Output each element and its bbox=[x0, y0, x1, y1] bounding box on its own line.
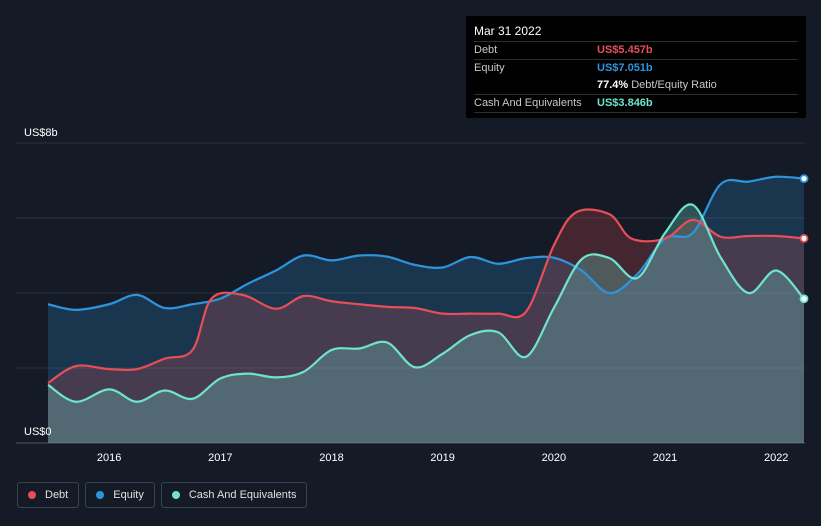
legend-item-equity[interactable]: Equity bbox=[85, 482, 155, 508]
debt-dot-icon bbox=[28, 491, 36, 499]
tooltip-cash-value: US$3.846b bbox=[597, 97, 653, 109]
tooltip-ratio-label: Debt/Equity Ratio bbox=[631, 79, 717, 91]
x-tick-labels: 2016 2017 2018 2019 2020 2021 2022 bbox=[97, 452, 789, 464]
tooltip-ratio-value: 77.4% bbox=[597, 79, 629, 91]
tooltip-row-cash: Cash And Equivalents US$3.846b bbox=[474, 94, 798, 113]
cash-area bbox=[48, 204, 804, 443]
gridlines bbox=[16, 142, 805, 444]
debt-endpoint bbox=[799, 233, 809, 243]
x-tick-label: 2017 bbox=[208, 452, 232, 464]
y-tick-label-bottom: US$0 bbox=[24, 426, 52, 438]
x-tick-label: 2016 bbox=[97, 452, 121, 464]
legend-item-debt[interactable]: Debt bbox=[17, 482, 80, 508]
series-lines bbox=[47, 175, 805, 403]
legend-label-cash: Cash And Equivalents bbox=[188, 489, 297, 501]
x-tick-label: 2021 bbox=[653, 452, 677, 464]
legend-label-debt: Debt bbox=[45, 489, 69, 501]
x-tick-label: 2019 bbox=[430, 452, 454, 464]
cash-line bbox=[47, 203, 805, 403]
tooltip-cash-label: Cash And Equivalents bbox=[474, 97, 582, 109]
x-tick-label: 2020 bbox=[542, 452, 566, 464]
tooltip-debt-value: US$5.457b bbox=[597, 44, 653, 56]
legend: Debt Equity Cash And Equivalents bbox=[17, 482, 308, 508]
tooltip-equity-label: Equity bbox=[474, 62, 505, 74]
series-endpoints bbox=[799, 174, 809, 304]
tooltip-debt-label: Debt bbox=[474, 44, 498, 56]
equity-dot-icon bbox=[96, 491, 105, 499]
tooltip-date: Mar 31 2022 bbox=[474, 24, 542, 38]
equity-line bbox=[47, 175, 805, 311]
tooltip: Mar 31 2022 Debt US$5.457b Equity US$7.0… bbox=[466, 16, 806, 118]
cash-endpoint bbox=[799, 294, 809, 304]
legend-item-cash[interactable]: Cash And Equivalents bbox=[160, 482, 308, 508]
tooltip-equity-value: US$7.051b bbox=[597, 62, 653, 74]
equity-endpoint bbox=[799, 174, 809, 183]
cash-dot-icon bbox=[171, 491, 180, 499]
debt-area bbox=[48, 209, 804, 443]
tooltip-row-ratio: 77.4% Debt/Equity Ratio bbox=[474, 77, 798, 94]
debt-line bbox=[47, 208, 805, 384]
x-tick-label: 2022 bbox=[764, 452, 788, 464]
x-tick-label: 2018 bbox=[319, 452, 343, 464]
tooltip-row-equity: Equity US$7.051b bbox=[474, 59, 798, 77]
y-tick-label-top: US$8b bbox=[24, 127, 58, 139]
tooltip-row-debt: Debt US$5.457b bbox=[474, 41, 798, 59]
legend-label-equity: Equity bbox=[113, 489, 144, 501]
